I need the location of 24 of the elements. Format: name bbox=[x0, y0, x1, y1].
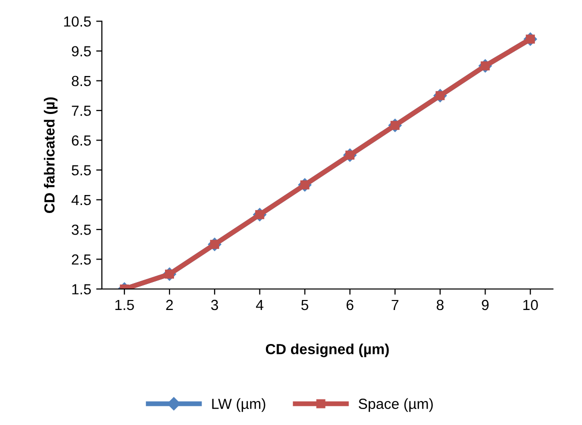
x-axis-title: CD designed (µm) bbox=[266, 344, 389, 358]
y-axis-title: CD fabricated (µ) bbox=[44, 97, 58, 214]
y-tick-label: 10.5 bbox=[64, 16, 91, 27]
x-tick-label: 1.5 bbox=[115, 300, 134, 310]
x-tick-label: 6 bbox=[346, 300, 354, 310]
x-tick-label: 2 bbox=[166, 300, 173, 310]
y-tick-label: 1.5 bbox=[72, 284, 91, 294]
y-tick-label: 9.5 bbox=[72, 46, 91, 56]
legend-label: LW (µm) bbox=[212, 398, 266, 412]
y-tick-label: 4.5 bbox=[71, 195, 91, 206]
x-tick-label: 7 bbox=[392, 300, 398, 310]
x-tick-label: 10 bbox=[523, 300, 538, 310]
y-tick-label: 7.5 bbox=[72, 106, 91, 116]
y-tick-label: 8.5 bbox=[72, 76, 91, 86]
y-tick-label: 6.5 bbox=[72, 135, 91, 146]
y-tick-label: 3.5 bbox=[72, 224, 91, 235]
x-tick-label: 3 bbox=[211, 300, 218, 310]
legend-label: Space (µm) bbox=[358, 398, 433, 412]
x-tick-label: 9 bbox=[482, 300, 489, 310]
y-tick-label: 2.5 bbox=[72, 254, 91, 265]
x-tick-label: 8 bbox=[436, 300, 444, 310]
x-tick-label: 4 bbox=[256, 300, 264, 310]
x-tick-label: 5 bbox=[301, 300, 308, 310]
y-tick-label: 5.5 bbox=[72, 165, 91, 176]
